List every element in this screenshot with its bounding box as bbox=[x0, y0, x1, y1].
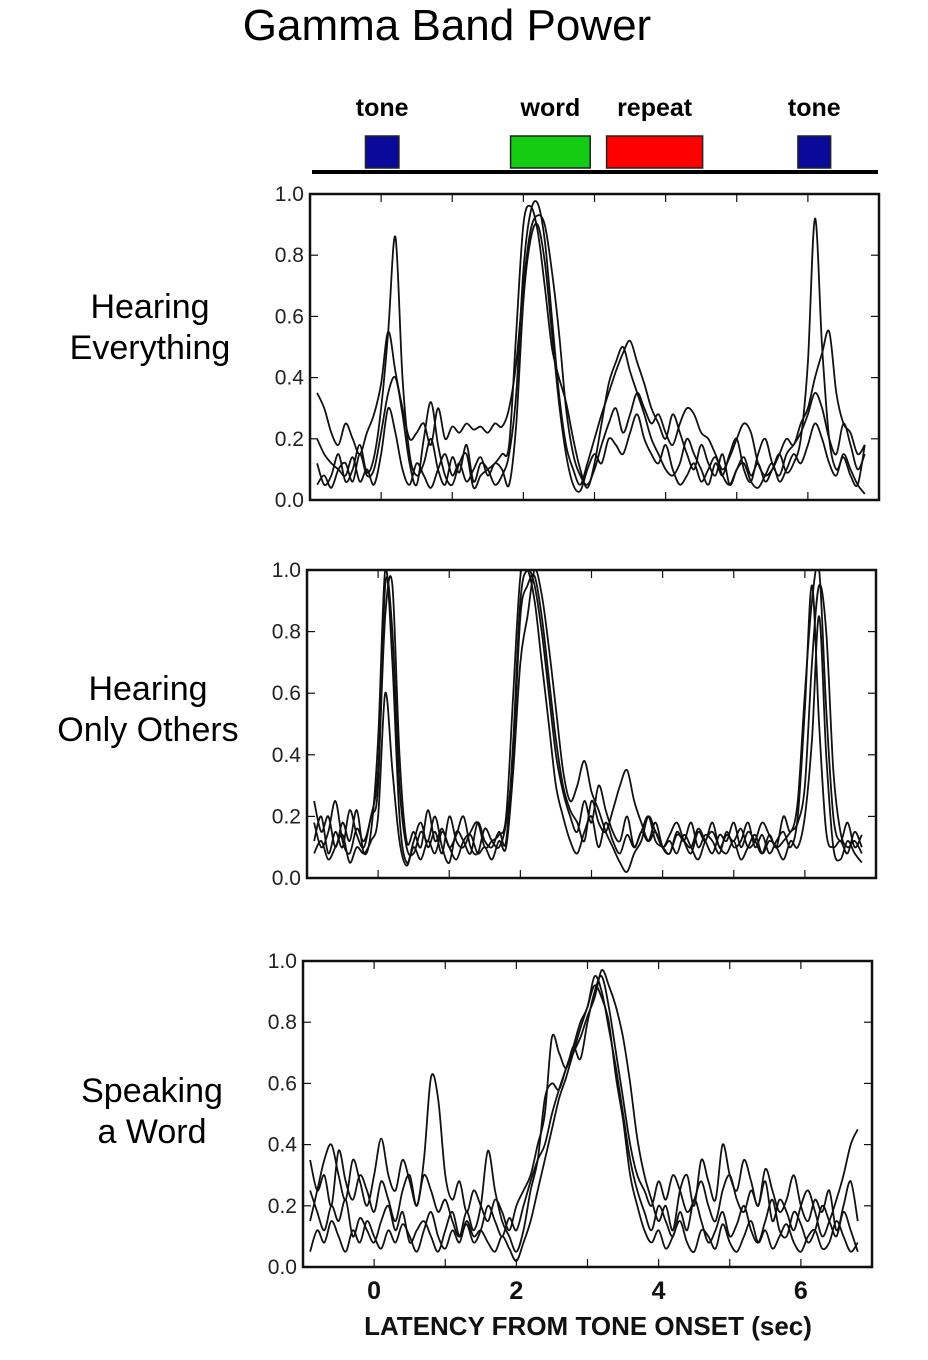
y-tick-label: 0.2 bbox=[272, 805, 301, 828]
panel-label: a Word bbox=[98, 1113, 207, 1151]
series-line-3 bbox=[309, 974, 859, 1253]
y-tick-label: 0.4 bbox=[268, 1134, 298, 1157]
event-label-word: word bbox=[520, 94, 581, 122]
event-label-tone: tone bbox=[356, 94, 409, 122]
panel-label: Only Others bbox=[57, 711, 238, 749]
panel-label: Everything bbox=[70, 329, 231, 367]
y-tick-label: 0.2 bbox=[268, 1195, 297, 1218]
y-tick-label: 0.4 bbox=[272, 744, 302, 767]
x-tick-label: 2 bbox=[509, 1277, 523, 1305]
event-box-tone bbox=[797, 135, 832, 169]
series-line-1 bbox=[309, 969, 859, 1253]
y-tick-label: 0.6 bbox=[275, 305, 304, 328]
x-tick-label: 0 bbox=[367, 1277, 381, 1305]
y-tick-label: 0.0 bbox=[275, 489, 304, 512]
event-label-tone: tone bbox=[788, 94, 841, 122]
y-tick-label: 0.8 bbox=[272, 621, 301, 644]
series-group bbox=[309, 969, 859, 1262]
event-box-tone bbox=[364, 135, 400, 169]
y-tick-label: 1.0 bbox=[272, 559, 301, 582]
y-tick-label: 0.0 bbox=[272, 867, 301, 890]
event-label-repeat: repeat bbox=[617, 94, 693, 122]
series-line-3 bbox=[316, 222, 866, 495]
series-line-0 bbox=[313, 570, 863, 865]
panel-label: Speaking bbox=[81, 1072, 223, 1110]
event-box-word bbox=[509, 135, 591, 169]
y-tick-label: 0.0 bbox=[268, 1256, 297, 1279]
y-tick-label: 0.6 bbox=[268, 1072, 297, 1095]
y-tick-label: 1.0 bbox=[275, 183, 304, 206]
series-group bbox=[316, 200, 866, 495]
panel-label: Hearing bbox=[88, 670, 207, 708]
x-tick-label: 6 bbox=[794, 1277, 808, 1305]
y-tick-label: 0.2 bbox=[275, 428, 304, 451]
y-tick-label: 0.6 bbox=[272, 682, 301, 705]
chart-title: Gamma Band Power bbox=[243, 1, 651, 50]
series-line-2 bbox=[309, 984, 859, 1262]
series-group bbox=[313, 570, 863, 873]
x-tick-label: 4 bbox=[652, 1277, 666, 1305]
series-line-1 bbox=[316, 214, 866, 486]
y-tick-label: 0.8 bbox=[268, 1011, 297, 1034]
series-line-0 bbox=[309, 974, 859, 1238]
event-timeline: tone word repeat tone bbox=[312, 94, 878, 174]
y-tick-label: 0.4 bbox=[275, 367, 305, 390]
event-box-repeat bbox=[605, 135, 704, 169]
y-tick-label: 1.0 bbox=[268, 950, 297, 973]
x-axis-label: LATENCY FROM TONE ONSET (sec) bbox=[364, 1311, 812, 1341]
series-line-0 bbox=[316, 200, 866, 487]
panel-label: Hearing bbox=[90, 288, 209, 326]
series-line-3 bbox=[313, 573, 863, 856]
y-tick-label: 0.8 bbox=[275, 244, 304, 267]
